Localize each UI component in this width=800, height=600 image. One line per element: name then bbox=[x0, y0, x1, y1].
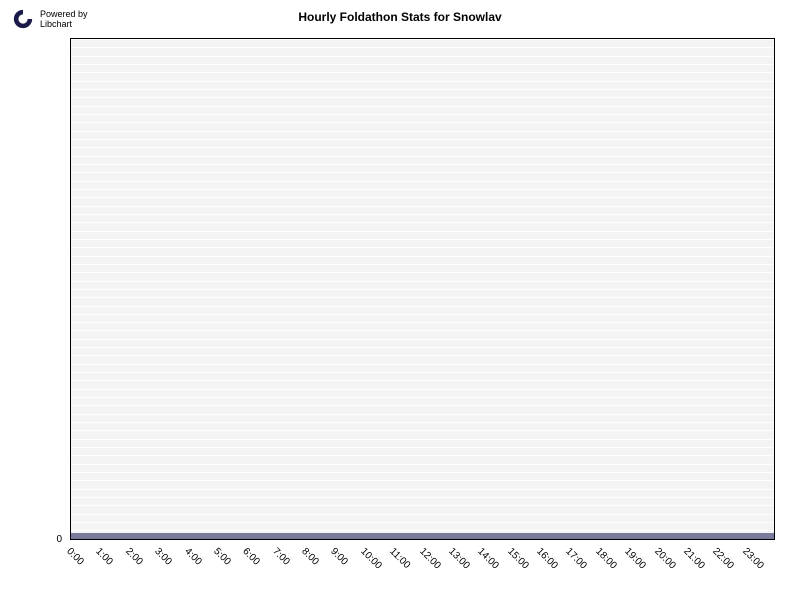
gridline bbox=[71, 364, 774, 372]
gridline bbox=[71, 222, 774, 230]
gridline bbox=[71, 206, 774, 214]
chart-title: Hourly Foldathon Stats for Snowlav bbox=[0, 10, 800, 24]
gridline bbox=[71, 197, 774, 205]
gridline bbox=[71, 380, 774, 388]
gridline bbox=[71, 114, 774, 122]
gridline bbox=[71, 405, 774, 413]
gridline bbox=[71, 89, 774, 97]
x-tick-label: 5:00 bbox=[211, 546, 233, 568]
gridline bbox=[71, 39, 774, 47]
x-tick-label: 7:00 bbox=[270, 546, 292, 568]
gridline bbox=[71, 139, 774, 147]
gridline bbox=[71, 172, 774, 180]
x-tick-label: 19:00 bbox=[622, 546, 647, 571]
x-tick-label: 21:00 bbox=[681, 546, 706, 571]
gridline bbox=[71, 231, 774, 239]
gridline bbox=[71, 447, 774, 455]
gridline bbox=[71, 464, 774, 472]
x-tick-label: 15:00 bbox=[505, 546, 530, 571]
gridline bbox=[71, 239, 774, 247]
x-tick-label: 13:00 bbox=[446, 546, 471, 571]
gridline bbox=[71, 272, 774, 280]
gridline bbox=[71, 472, 774, 480]
gridline bbox=[71, 297, 774, 305]
gridline bbox=[71, 489, 774, 497]
x-tick-label: 10:00 bbox=[358, 546, 383, 571]
gridline bbox=[71, 330, 774, 338]
gridline bbox=[71, 314, 774, 322]
gridline bbox=[71, 156, 774, 164]
gridline bbox=[71, 397, 774, 405]
bottom-color-band bbox=[71, 533, 774, 539]
x-tick-label: 6:00 bbox=[240, 546, 262, 568]
gridline bbox=[71, 322, 774, 330]
gridline bbox=[71, 339, 774, 347]
x-tick-label: 20:00 bbox=[652, 546, 677, 571]
gridline bbox=[71, 147, 774, 155]
x-tick-label: 18:00 bbox=[593, 546, 618, 571]
x-tick-label: 9:00 bbox=[329, 546, 351, 568]
horizontal-gridlines bbox=[71, 39, 774, 539]
x-tick-label: 23:00 bbox=[740, 546, 765, 571]
gridline bbox=[71, 289, 774, 297]
gridline bbox=[71, 122, 774, 130]
gridline bbox=[71, 72, 774, 80]
gridline bbox=[71, 306, 774, 314]
x-tick-label: 16:00 bbox=[534, 546, 559, 571]
gridline bbox=[71, 480, 774, 488]
x-tick-label: 17:00 bbox=[564, 546, 589, 571]
x-tick-label: 12:00 bbox=[417, 546, 442, 571]
gridline bbox=[71, 505, 774, 513]
gridline bbox=[71, 264, 774, 272]
gridline bbox=[71, 389, 774, 397]
x-tick-label: 14:00 bbox=[475, 546, 500, 571]
x-tick-label: 4:00 bbox=[182, 546, 204, 568]
x-tick-label: 8:00 bbox=[299, 546, 321, 568]
x-tick-label: 2:00 bbox=[123, 546, 145, 568]
gridline bbox=[71, 81, 774, 89]
gridline bbox=[71, 347, 774, 355]
gridline bbox=[71, 97, 774, 105]
gridline bbox=[71, 64, 774, 72]
x-tick-label: 3:00 bbox=[152, 546, 174, 568]
gridline bbox=[71, 189, 774, 197]
gridline bbox=[71, 181, 774, 189]
gridline bbox=[71, 430, 774, 438]
gridline bbox=[71, 455, 774, 463]
gridline bbox=[71, 56, 774, 64]
gridline bbox=[71, 497, 774, 505]
gridline bbox=[71, 106, 774, 114]
x-tick-label: 0:00 bbox=[64, 546, 86, 568]
gridline bbox=[71, 47, 774, 55]
gridline bbox=[71, 247, 774, 255]
x-tick-label: 22:00 bbox=[710, 546, 735, 571]
gridline bbox=[71, 256, 774, 264]
gridline bbox=[71, 514, 774, 522]
gridline bbox=[71, 372, 774, 380]
gridline bbox=[71, 131, 774, 139]
y-tick-label: 0 bbox=[0, 534, 62, 545]
gridline bbox=[71, 355, 774, 363]
x-tick-label: 11:00 bbox=[387, 546, 412, 571]
gridline bbox=[71, 164, 774, 172]
gridline bbox=[71, 214, 774, 222]
gridline bbox=[71, 522, 774, 530]
gridline bbox=[71, 439, 774, 447]
x-tick-label: 1:00 bbox=[94, 546, 116, 568]
gridline bbox=[71, 281, 774, 289]
gridline bbox=[71, 414, 774, 422]
gridline bbox=[71, 422, 774, 430]
plot-area bbox=[70, 38, 775, 540]
